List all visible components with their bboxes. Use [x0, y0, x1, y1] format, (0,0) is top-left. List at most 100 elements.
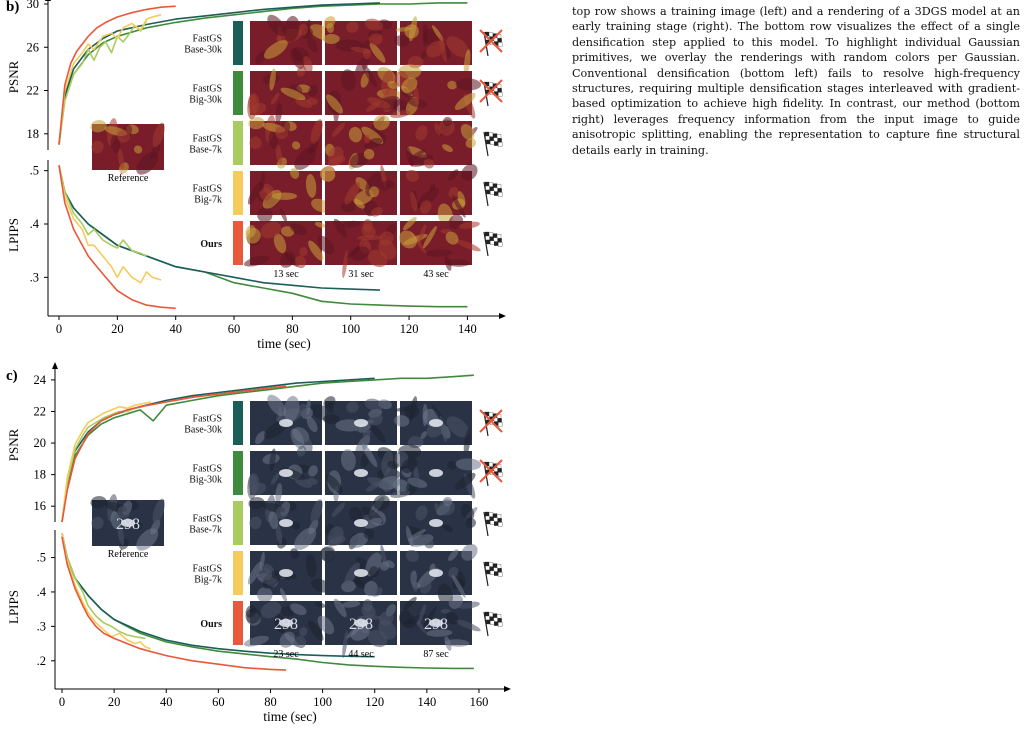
crossed-flag-icon	[479, 409, 503, 437]
image-number-text: 298	[349, 616, 373, 633]
rendering-thumbnail	[399, 214, 481, 271]
method-color-swatch	[233, 121, 243, 165]
reference-image	[90, 118, 165, 175]
psnr-series-line-big30	[58, 2, 468, 145]
rendering-thumbnail	[247, 65, 322, 124]
lpips-series-line-base7	[58, 165, 147, 257]
method-color-swatch	[233, 401, 243, 445]
method-color-swatch	[233, 171, 243, 215]
x-tick-label: 120	[400, 322, 419, 336]
x-tick-label: 40	[160, 695, 173, 709]
method-label: FastGS	[193, 414, 222, 425]
lpips-y-tick-label: .5	[30, 164, 39, 178]
lpips-y-tick-label: .3	[37, 619, 46, 633]
psnr-y-axis-arrow	[45, 0, 51, 1]
crossed-flag-icon	[479, 459, 503, 487]
reference-label: Reference	[108, 549, 149, 560]
reference-image: 298	[90, 494, 165, 551]
lpips-y-tick-label: .2	[37, 654, 46, 668]
rendering-thumbnail	[248, 494, 323, 550]
panel-label: c)	[6, 368, 18, 384]
panel-c-chart: c) 0 20 40 60 80 100 120 140 160 time (sec) 16 18 20 2…	[6, 362, 511, 724]
psnr-y-tick-label: 22	[27, 84, 40, 98]
checkered-flag-icon	[483, 131, 503, 157]
method-label: FastGS	[193, 134, 222, 145]
lpips-series-line-big7	[61, 533, 151, 650]
psnr-y-tick-label: 20	[34, 436, 47, 450]
crossed-flag-icon	[479, 29, 503, 57]
rendering-thumbnail	[325, 443, 402, 503]
x-tick-label: 160	[470, 695, 489, 709]
rendering-thumbnail	[394, 396, 472, 457]
x-tick-label: 140	[417, 695, 436, 709]
rendering-thumbnail	[319, 544, 397, 597]
psnr-series-line-base7	[58, 19, 148, 145]
rendering-thumbnail	[250, 394, 335, 454]
x-tick-label: 0	[56, 322, 62, 336]
x-tick-label: 80	[264, 695, 277, 709]
lpips-series-line-base30	[61, 533, 375, 658]
panel-b-chart: b) 0 20 40 60 80 100 120 140 time (sec) 18 22 26 30 .3…	[6, 0, 506, 351]
x-tick-label: 0	[59, 695, 65, 709]
x-axis-label: time (sec)	[263, 709, 317, 724]
rendering-thumbnail	[400, 496, 478, 549]
x-tick-label: 140	[458, 322, 477, 336]
method-label: Big-7k	[194, 575, 222, 586]
method-label: Big-7k	[194, 195, 222, 206]
psnr-series-line-base30	[58, 2, 380, 145]
psnr-series-line-big7	[61, 401, 151, 523]
method-label: Base-7k	[189, 145, 222, 156]
method-color-swatch	[233, 451, 243, 495]
x-axis-label: time (sec)	[257, 336, 311, 351]
psnr-y-tick-label: 18	[34, 468, 47, 482]
time-label: 43 sec	[423, 269, 449, 280]
lpips-y-tick-label: .4	[30, 217, 40, 231]
rendering-thumbnail	[247, 548, 331, 603]
reference-label: Reference	[108, 173, 149, 184]
rendering-thumbnail: 298	[399, 594, 481, 651]
x-tick-label: 100	[313, 695, 332, 709]
method-color-swatch	[233, 71, 243, 115]
time-label: 44 sec	[348, 649, 374, 660]
psnr-y-tick-label: 16	[34, 499, 47, 513]
psnr-y-tick-label: 30	[27, 0, 40, 11]
psnr-y-tick-label: 22	[34, 404, 47, 418]
lpips-axis-label: LPIPS	[6, 590, 21, 624]
x-tick-label: 60	[228, 322, 241, 336]
lpips-series-line-base7	[61, 533, 146, 640]
method-label: FastGS	[193, 184, 222, 195]
x-tick-label: 20	[108, 695, 121, 709]
lpips-series-line-ours	[58, 165, 176, 310]
lpips-series-line-big7	[58, 165, 162, 284]
method-label: Base-7k	[189, 525, 222, 536]
x-tick-label: 120	[365, 695, 384, 709]
method-color-swatch	[233, 21, 243, 65]
rendering-thumbnail	[248, 114, 323, 170]
method-label: FastGS	[193, 514, 222, 525]
x-tick-label: 100	[341, 322, 360, 336]
psnr-series-line-base7	[61, 405, 143, 523]
x-tick-label: 40	[169, 322, 182, 336]
rendering-thumbnail	[247, 168, 331, 223]
method-label: Ours	[200, 619, 222, 630]
psnr-y-tick-label: 18	[27, 127, 40, 141]
rendering-thumbnail	[90, 118, 165, 175]
rendering-thumbnail	[400, 163, 478, 227]
rendering-thumbnail: 298	[243, 601, 326, 649]
lpips-y-tick-label: .4	[37, 585, 47, 599]
x-tick-label: 60	[212, 695, 225, 709]
rendering-thumbnail	[400, 116, 478, 169]
rendering-thumbnail	[243, 221, 326, 269]
rendering-thumbnail	[323, 16, 397, 75]
rendering-thumbnail	[247, 445, 322, 504]
method-label: Base-30k	[184, 45, 222, 56]
rendering-thumbnail	[325, 114, 397, 170]
image-number-text: 298	[116, 516, 140, 533]
image-number-text: 298	[274, 616, 298, 633]
rendering-thumbnail: 298	[90, 494, 165, 551]
panel-label: b)	[6, 0, 19, 15]
figure-panel-b: b) 0 20 40 60 80 100 120 140 time (sec) 18 22 26 30 .3…	[0, 0, 520, 355]
method-label: FastGS	[193, 564, 222, 575]
rendering-thumbnail	[250, 14, 335, 74]
psnr-y-axis-arrow	[52, 362, 58, 369]
